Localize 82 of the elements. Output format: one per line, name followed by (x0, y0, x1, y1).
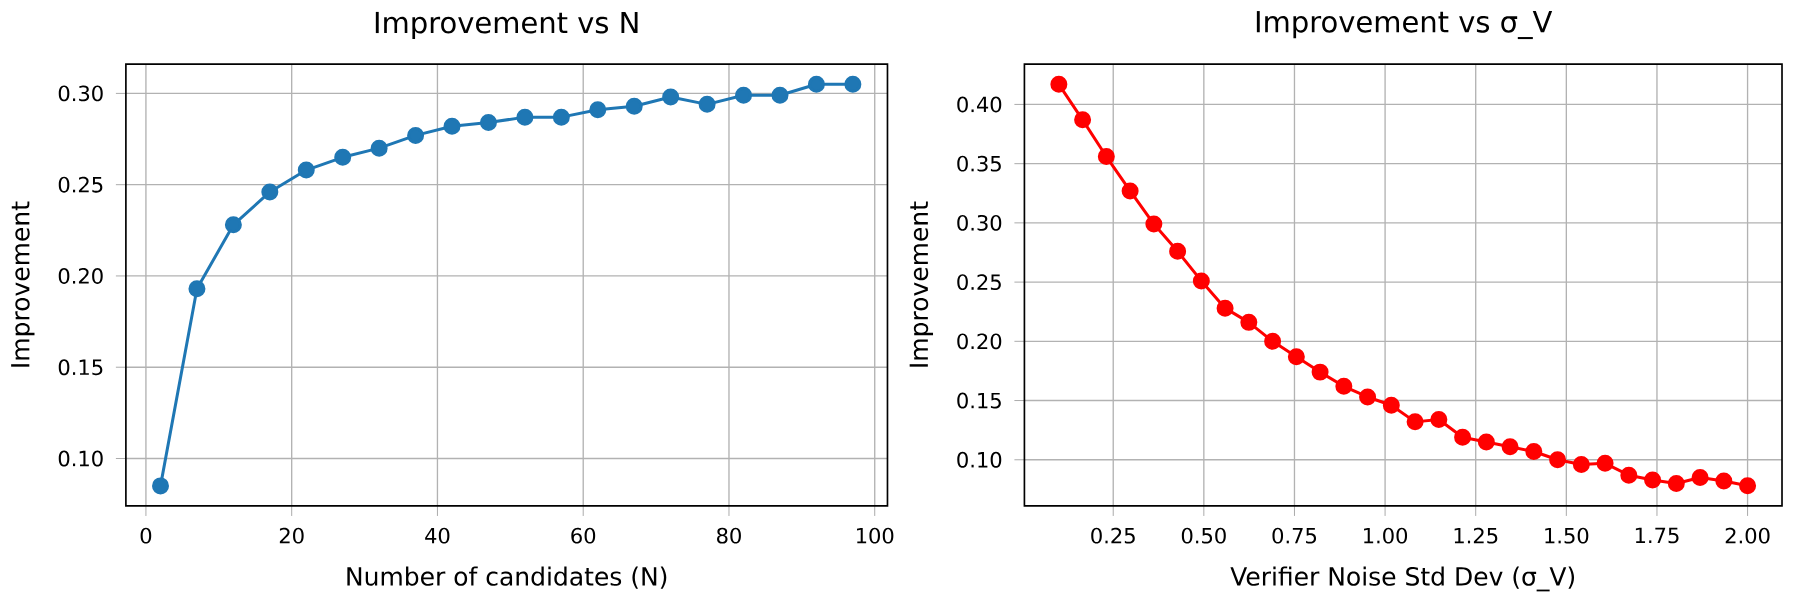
point (625, 97, 643, 115)
point (589, 101, 607, 119)
point (1192, 272, 1210, 290)
point (297, 161, 315, 179)
point (771, 86, 789, 104)
point (1287, 348, 1305, 366)
y-tick-label: 0.30 (58, 85, 103, 102)
y-tick-label: 0.25 (957, 274, 1001, 291)
point (1359, 388, 1377, 406)
x-tick-label: 0.50 (1181, 527, 1226, 544)
point (1644, 471, 1662, 489)
point (807, 75, 825, 93)
y-tick-label: 0.25 (58, 176, 103, 193)
point (1739, 477, 1757, 495)
y-tick-label: 0.20 (58, 268, 103, 284)
y-tick-label: 0.35 (957, 155, 1001, 172)
point (1050, 75, 1068, 93)
y-tick-label: 0.10 (58, 450, 103, 467)
x-tick-label: 80 (717, 527, 741, 544)
point (1216, 299, 1234, 317)
point (1240, 313, 1258, 331)
x-tick-label: 40 (425, 527, 450, 544)
x-tick-label: 0.75 (1272, 527, 1317, 544)
y-tick-label: 0.10 (957, 451, 1002, 468)
point (1145, 215, 1163, 233)
x-tick-label: 1.00 (1364, 527, 1408, 544)
x-tick-label: 0 (140, 527, 152, 544)
point (516, 108, 534, 126)
y-tick-label: 0.15 (957, 392, 1001, 409)
y-axis-title: Improvement (11, 201, 35, 367)
point (334, 148, 352, 166)
y-tick-label: 0.40 (957, 96, 1002, 113)
point (1169, 242, 1187, 260)
point (1430, 411, 1448, 429)
point (1477, 433, 1495, 451)
y-tick-label: 0.15 (58, 359, 103, 376)
point (1525, 443, 1543, 461)
point (1097, 148, 1115, 166)
point (1454, 428, 1472, 446)
x-tick-label: 1.75 (1635, 527, 1679, 544)
point (1382, 396, 1400, 414)
y-axis-title: Improvement (909, 201, 934, 367)
point (1549, 451, 1567, 469)
point (552, 108, 570, 126)
point (698, 95, 716, 113)
point (1074, 111, 1092, 129)
point (261, 183, 279, 201)
x-axis-title: Verifier Noise Std Dev (σ_V) (1230, 566, 1575, 592)
point (188, 280, 206, 298)
point (152, 477, 169, 495)
x-tick-label: 20 (279, 527, 304, 544)
point (1311, 363, 1329, 381)
point (1406, 413, 1424, 431)
point (1121, 182, 1139, 200)
x-tick-label: 0.25 (1091, 527, 1135, 544)
point (479, 114, 497, 132)
point (1264, 332, 1282, 350)
point (1596, 454, 1614, 472)
point (1667, 475, 1685, 492)
y-tick-label: 0.30 (957, 215, 1002, 231)
point (844, 75, 862, 93)
chart-title: Improvement vs σ_V (1256, 11, 1553, 40)
point (1691, 469, 1709, 487)
point (1335, 377, 1353, 395)
point (224, 216, 242, 234)
x-tick-label: 60 (571, 527, 596, 544)
y-tick-label: 0.20 (957, 333, 1002, 350)
x-tick-label: 2.00 (1725, 527, 1770, 544)
point (1572, 456, 1590, 474)
point (735, 86, 753, 104)
point (443, 117, 461, 135)
x-tick-label: 1.50 (1545, 527, 1589, 544)
chart-title: Improvement vs N (375, 11, 638, 40)
x-tick-label: 100 (857, 527, 894, 544)
x-axis-title: Number of candidates (N) (347, 566, 667, 589)
point (370, 139, 388, 157)
point (1620, 466, 1638, 484)
x-tick-label: 1.25 (1454, 527, 1498, 544)
point (1501, 438, 1519, 456)
point (1715, 472, 1733, 490)
point (407, 126, 425, 144)
point (662, 88, 680, 106)
